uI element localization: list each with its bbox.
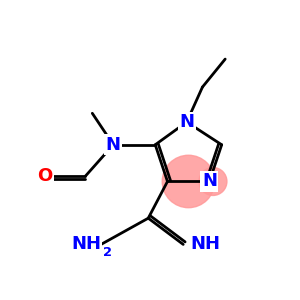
Text: N: N <box>106 136 121 154</box>
Circle shape <box>199 167 227 196</box>
Text: 2: 2 <box>103 246 112 259</box>
Text: O: O <box>38 167 53 185</box>
Text: NH: NH <box>190 236 220 253</box>
Text: N: N <box>202 172 217 190</box>
Text: N: N <box>179 113 194 131</box>
Text: NH: NH <box>71 236 101 253</box>
Circle shape <box>162 155 215 208</box>
